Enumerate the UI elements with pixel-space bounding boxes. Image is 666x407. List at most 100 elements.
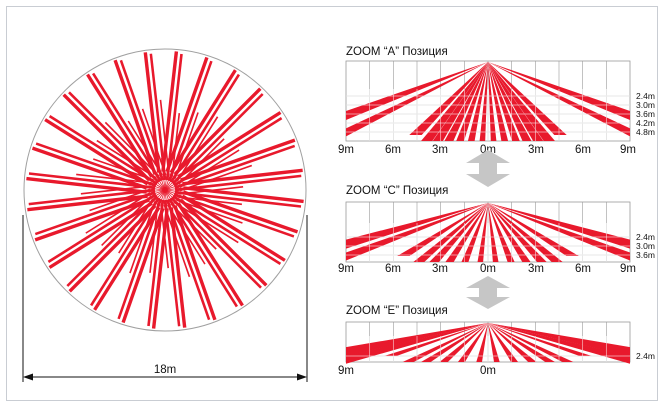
detection-beam <box>421 62 488 141</box>
coverage-sector <box>147 199 164 327</box>
coverage-sector <box>165 199 211 321</box>
double-arrow-icon <box>466 150 510 187</box>
coverage-sector <box>44 118 149 186</box>
zoom-a-height-label: 3.0m <box>636 100 655 110</box>
sector-center-ray <box>164 189 183 218</box>
coverage-sector <box>173 87 262 176</box>
zoom-a-panel: ZOOM “A” Позиция 9m 6m 3m 0m 3m 6m 9m 2.… <box>338 46 655 156</box>
detection-beam <box>439 323 488 362</box>
sector-center-ray <box>134 189 166 201</box>
detection-beam <box>397 203 488 256</box>
zoom-a-x-label: 9m <box>338 144 354 156</box>
zoom-a-height-label: 2.4m <box>636 91 655 101</box>
sector-center-ray <box>161 158 166 191</box>
zoom-a-x-label: 6m <box>575 144 591 156</box>
coverage-sector <box>76 173 152 184</box>
coverage-sector <box>159 99 170 176</box>
coverage-sector <box>176 202 244 307</box>
zoom-c-height-label: 3.6m <box>636 250 655 260</box>
coverage-sector <box>173 201 239 244</box>
detection-beam <box>488 323 574 362</box>
coverage-sector <box>28 172 156 189</box>
zoom-c-height-labels: 2.4m 3.0m 3.6m <box>636 232 655 260</box>
detection-beam <box>479 62 488 141</box>
detection-beam <box>488 203 579 256</box>
sector-center-ray <box>164 179 196 191</box>
detection-beam <box>488 323 537 362</box>
coverage-sector <box>174 191 302 208</box>
zoom-a-height-label: 3.6m <box>636 109 655 119</box>
detection-beam <box>477 203 488 262</box>
zoom-c-title: ZOOM “C” Позиция <box>346 185 448 197</box>
zoom-e-height-label: 2.4m <box>636 351 655 361</box>
coverage-sector <box>169 207 187 328</box>
zoom-c-x-label: 9m <box>338 263 354 275</box>
detection-beam-far <box>346 62 488 120</box>
zoom-c-x-label: 3m <box>432 263 448 275</box>
coverage-sector <box>168 60 213 182</box>
coverage-sector <box>93 206 161 311</box>
coverage-sector <box>173 117 283 187</box>
coverage-sector <box>119 59 165 181</box>
sector-center-ray <box>164 189 188 213</box>
sector-center-ray <box>161 189 166 222</box>
sector-center-ray <box>142 167 166 191</box>
coverage-sector <box>163 199 181 327</box>
sector-center-ray <box>147 189 166 218</box>
coverage-sector <box>104 121 160 177</box>
detection-beam <box>488 62 497 141</box>
coverage-sector <box>86 73 154 178</box>
coverage-sector <box>62 93 151 182</box>
zoom-e-side-view <box>345 321 631 364</box>
double-arrow-icon <box>466 276 510 309</box>
sector-center-ray <box>137 172 166 191</box>
detection-beam-far <box>488 62 630 120</box>
detection-beam <box>409 62 488 135</box>
detection-beam <box>402 323 488 362</box>
diameter-label: 18m <box>154 364 176 376</box>
sector-center-ray <box>147 162 166 191</box>
zoom-c-x-label: 0m <box>480 263 496 275</box>
zoom-e-x-label: 9m <box>338 365 354 377</box>
sector-center-ray <box>164 162 183 191</box>
coverage-sector <box>27 194 148 212</box>
detection-beam <box>488 203 531 262</box>
coverage-sector <box>92 72 162 182</box>
detection-beam <box>488 62 532 141</box>
coverage-sector <box>121 207 165 324</box>
coverage-sector <box>181 194 286 262</box>
coverage-sector <box>179 164 253 192</box>
coverage-sector <box>170 197 262 289</box>
detection-beam <box>429 203 488 262</box>
detection-beam <box>488 323 500 362</box>
coverage-sector <box>182 190 299 234</box>
detection-beam <box>488 203 563 262</box>
coverage-sector <box>26 176 147 194</box>
coverage-sector <box>179 198 268 287</box>
detection-beam <box>467 62 488 141</box>
zoom-c-x-label: 6m <box>575 263 591 275</box>
sector-center-ray <box>154 159 166 191</box>
sector-center-ray <box>133 186 166 191</box>
zoom-e-height-labels: 2.4m <box>636 351 655 361</box>
detection-beam <box>488 323 592 356</box>
zoom-e-x-label: 0m <box>480 365 496 377</box>
coverage-sector <box>48 201 153 269</box>
coverage-sector <box>176 116 219 182</box>
coverage-sector <box>169 69 237 174</box>
coverage-sector <box>34 198 150 242</box>
coverage-sector <box>68 204 157 293</box>
coverage-sector <box>161 51 179 172</box>
detection-beam <box>421 323 488 362</box>
sector-center-ray <box>164 167 188 191</box>
coverage-sector <box>66 195 158 287</box>
coverage-sector <box>172 195 282 265</box>
sector-center-ray <box>134 179 166 191</box>
detection-beam <box>488 62 555 141</box>
detection-beam <box>488 203 499 262</box>
zoom-e-title: ZOOM “E” Позиция <box>346 305 448 317</box>
sector-center-ray <box>133 189 166 194</box>
sector-center-ray <box>142 189 166 213</box>
coverage-sector <box>166 53 183 181</box>
